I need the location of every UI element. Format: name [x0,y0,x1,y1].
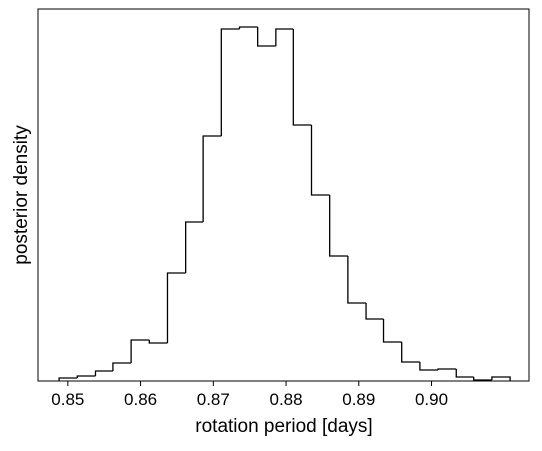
x-axis-label: rotation period [days] [195,416,372,437]
histogram-bar [58,377,78,381]
histogram-bar [238,26,258,29]
histogram-bar [257,27,276,47]
x-tick-label: 0.86 [124,390,157,409]
histogram-bar [148,340,168,344]
histogram-bar [329,195,348,257]
plot-frame [37,8,530,382]
histogram-bar [275,28,294,46]
histogram-bar [347,256,367,304]
x-tick-label: 0.88 [269,390,302,409]
histogram-bar [473,377,492,381]
y-axis-label: posterior density [11,125,32,265]
histogram-bar [419,362,439,371]
histogram-bar [310,125,330,196]
histogram-bar [130,339,150,363]
x-tick-label: 0.90 [415,390,448,409]
histogram-bar [365,303,384,320]
histogram-bar [491,376,511,381]
histogram-bar [94,370,113,376]
histogram-bar [76,375,96,378]
x-tick-label: 0.87 [197,390,230,409]
histogram-bar [382,319,402,343]
histogram-bar [112,362,132,371]
histogram-bar [202,135,222,222]
histogram-bar [292,29,312,126]
histogram-bar [437,368,457,370]
x-tick-label: 0.85 [51,390,84,409]
histogram-bar [220,28,240,136]
x-tick-label: 0.89 [342,390,375,409]
histogram-bar [401,342,420,363]
histogram-bar [185,221,204,273]
histogram-bar [166,272,186,343]
histogram-bar [455,369,474,378]
